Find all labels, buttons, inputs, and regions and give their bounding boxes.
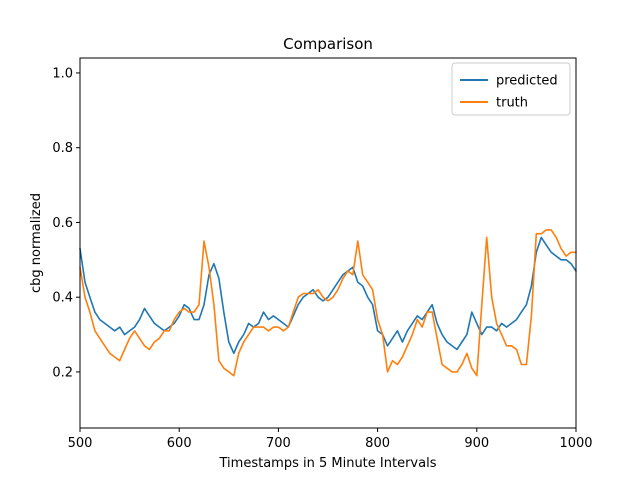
y-tick-label: 0.8: [52, 141, 73, 156]
y-tick-label: 0.4: [52, 291, 73, 306]
legend: predicted truth: [451, 62, 571, 116]
x-tick-label: 1000: [559, 436, 592, 451]
legend-label-truth: truth: [496, 96, 528, 111]
series-line-truth: [79, 229, 577, 377]
series-layer: [79, 229, 577, 377]
y-tick-label: 0.2: [52, 365, 73, 380]
y-axis-label: cbg normalized: [29, 193, 44, 293]
x-tick-label: 500: [68, 436, 93, 451]
legend-label-predicted: predicted: [496, 74, 558, 89]
plot-frame: [79, 57, 577, 429]
y-axis-ticks: 0.2 0.4 0.6 0.8 1.0: [52, 66, 80, 380]
x-tick-label: 900: [464, 436, 489, 451]
x-axis-ticks: 500 600 700 800 900 1000: [68, 428, 593, 451]
chart-title: Comparison: [283, 35, 373, 53]
x-tick-label: 600: [167, 436, 192, 451]
y-tick-label: 1.0: [52, 66, 73, 81]
x-tick-label: 800: [365, 436, 390, 451]
y-tick-label: 0.6: [52, 216, 73, 231]
series-line-predicted: [79, 236, 577, 355]
x-axis-label: Timestamps in 5 Minute Intervals: [219, 456, 437, 471]
x-tick-label: 700: [266, 436, 291, 451]
